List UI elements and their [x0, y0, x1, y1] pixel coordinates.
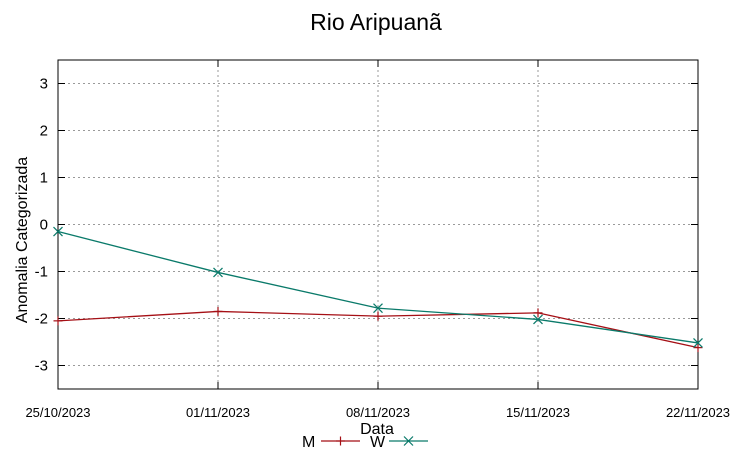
- x-axis: 25/10/2023 01/11/2023 08/11/2023 15/11/2023…: [25, 60, 730, 420]
- y-tick-label: -1: [35, 264, 48, 281]
- legend-marker-m: [336, 436, 345, 446]
- y-axis: 3 2 1 0 -1 -2 -3: [35, 76, 698, 375]
- point-m: [53, 316, 63, 326]
- x-axis-label: Data: [360, 421, 394, 438]
- y-tick-label: -2: [35, 311, 48, 328]
- series-layer: [53, 226, 703, 353]
- legend-marker-w: [403, 436, 414, 446]
- x-tick-label: 01/11/2023: [186, 405, 250, 420]
- x-tick-label: 15/11/2023: [506, 405, 570, 420]
- point-w: [53, 226, 63, 237]
- chart-title: Rio Aripuanã: [310, 9, 442, 35]
- legend-label-w: W: [370, 434, 386, 451]
- y-tick-label: 0: [40, 217, 48, 234]
- y-tick-label: -3: [35, 358, 48, 375]
- point-w: [213, 267, 223, 278]
- point-w: [373, 303, 383, 314]
- x-tick-label: 22/11/2023: [666, 405, 730, 420]
- point-m: [213, 306, 223, 316]
- point-m: [373, 311, 383, 321]
- point-w: [533, 314, 543, 325]
- point-w: [693, 338, 703, 348]
- x-tick-label: 08/11/2023: [346, 405, 410, 420]
- legend-label-m: M: [302, 434, 315, 451]
- x-tick-label: 25/10/2023: [25, 405, 90, 420]
- point-m: [693, 343, 703, 353]
- y-axis-label: Anomalia Categorizada: [14, 157, 31, 323]
- y-tick-label: 1: [40, 170, 48, 187]
- grid-lines: [58, 60, 698, 389]
- y-tick-label: 2: [40, 123, 48, 140]
- point-m: [533, 308, 543, 318]
- y-tick-label: 3: [40, 76, 48, 93]
